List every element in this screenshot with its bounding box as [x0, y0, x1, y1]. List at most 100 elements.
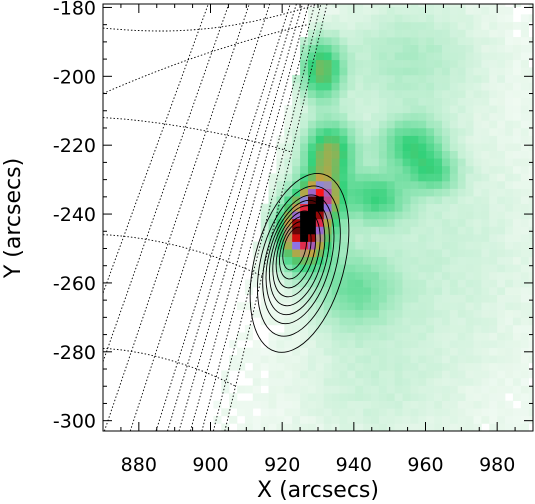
heatmap-cell	[284, 294, 293, 303]
heatmap-cell	[465, 203, 474, 212]
heatmap-cell	[386, 234, 395, 242]
heatmap-cell	[323, 37, 332, 45]
heatmap-cell	[457, 74, 466, 83]
heatmap-cell	[347, 324, 356, 333]
heatmap-cell	[426, 332, 435, 341]
heatmap-cell	[481, 385, 490, 394]
heatmap-cell	[307, 74, 317, 83]
heatmap-cell	[441, 14, 451, 23]
heatmap-cell	[441, 347, 451, 356]
heatmap-cell	[323, 294, 332, 303]
heatmap-cell	[371, 44, 380, 53]
grid-longitude-line	[103, 4, 209, 295]
heatmap-cell	[300, 181, 309, 189]
heatmap-cell	[307, 181, 317, 189]
heatmap-cell	[284, 135, 293, 144]
heatmap-cell	[473, 181, 482, 189]
heatmap-cell	[520, 188, 529, 197]
heatmap-cell	[402, 150, 411, 159]
heatmap-cell	[473, 67, 482, 76]
heatmap-cell	[449, 67, 459, 76]
heatmap-cell	[307, 332, 317, 341]
heatmap-cell	[497, 127, 506, 136]
heatmap-cell	[457, 67, 466, 76]
contour-line	[249, 173, 350, 353]
heatmap-cell	[276, 234, 285, 242]
heatmap-cell	[378, 4, 388, 8]
heatmap-cell	[512, 264, 522, 273]
heatmap-cell	[441, 90, 451, 98]
heatmap-cell	[457, 415, 466, 424]
heatmap-cell	[268, 203, 277, 212]
heatmap-cell	[339, 203, 348, 212]
heatmap-cell	[434, 400, 443, 409]
heatmap-cell	[497, 332, 506, 341]
heatmap-cell	[465, 188, 474, 197]
heatmap-cell	[386, 181, 395, 189]
heatmap-cell	[276, 393, 285, 401]
heatmap-cell	[489, 44, 498, 53]
heatmap-cell	[457, 135, 466, 144]
heatmap-cell	[347, 256, 356, 265]
heatmap-cell	[481, 44, 490, 53]
heatmap-cell	[229, 400, 238, 409]
heatmap-cell	[394, 196, 403, 205]
heatmap-cell	[307, 29, 317, 38]
heatmap-cell	[394, 44, 403, 53]
heatmap-cell	[394, 218, 403, 227]
heatmap-cell	[520, 226, 529, 235]
heatmap-cell	[323, 264, 332, 273]
heatmap-cell	[276, 203, 285, 212]
heatmap-cell	[497, 29, 506, 38]
heatmap-cell	[418, 6, 427, 15]
heatmap-cell	[347, 74, 356, 83]
contour-line	[257, 185, 341, 337]
heatmap-cell	[307, 112, 317, 121]
heatmap-cell	[315, 59, 325, 68]
heatmap-cell	[481, 294, 490, 303]
heatmap-cell	[473, 120, 482, 129]
heatmap-cell	[276, 355, 285, 364]
heatmap-cell	[323, 279, 332, 288]
heatmap-cell	[292, 423, 301, 431]
heatmap-cell	[260, 271, 269, 280]
heatmap-cell	[307, 150, 317, 159]
heatmap-cell	[402, 120, 411, 129]
heatmap-cell	[410, 82, 419, 91]
heatmap-cell	[323, 105, 332, 114]
heatmap-cell	[363, 294, 372, 303]
heatmap-cell	[386, 287, 395, 295]
heatmap-cell	[457, 173, 466, 182]
heatmap-cell	[339, 324, 348, 333]
heatmap-cell	[489, 347, 498, 356]
heatmap-cell	[418, 362, 427, 371]
heatmap-cell	[418, 370, 427, 379]
heatmap-cell	[441, 370, 451, 379]
heatmap-cell	[426, 158, 435, 167]
heatmap-cell	[386, 211, 395, 220]
heatmap-cell	[465, 120, 474, 129]
heatmap-cell	[323, 4, 332, 8]
heatmap-cell	[386, 196, 395, 205]
heatmap-cell	[512, 211, 522, 220]
heatmap-cell	[434, 90, 443, 98]
heatmap-cell	[457, 14, 466, 23]
heatmap-cell	[292, 324, 301, 333]
heatmap-layer	[213, 4, 533, 431]
heatmap-cell	[378, 279, 388, 288]
heatmap-cell	[292, 158, 301, 167]
heatmap-cell	[292, 211, 301, 220]
heatmap-cell	[489, 196, 498, 205]
heatmap-cell	[323, 256, 332, 265]
heatmap-cell	[489, 218, 498, 227]
heatmap-cell	[457, 362, 466, 371]
heatmap-cell	[323, 127, 332, 136]
heatmap-cell	[268, 241, 277, 250]
heatmap-cell	[434, 377, 443, 386]
heatmap-cell	[371, 362, 380, 371]
heatmap-cell	[347, 309, 356, 318]
heatmap-cell	[394, 347, 403, 356]
heatmap-cell	[418, 135, 427, 144]
heatmap-cell	[497, 400, 506, 409]
heatmap-cell	[528, 355, 533, 364]
